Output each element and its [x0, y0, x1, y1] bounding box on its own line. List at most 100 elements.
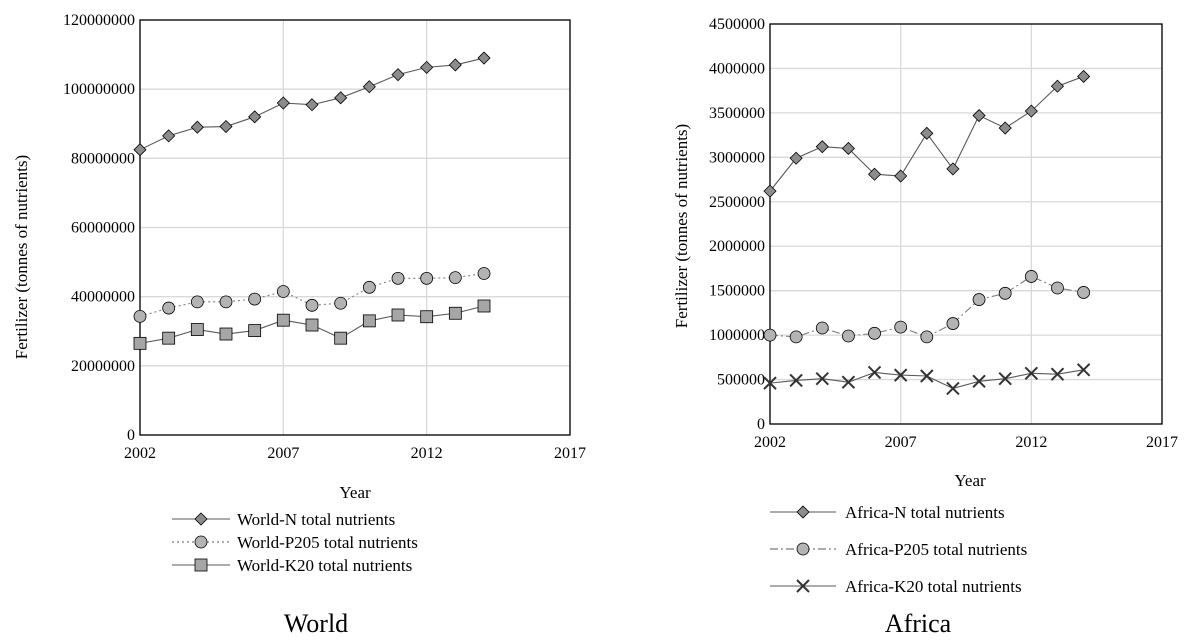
series-world-n-total-nutrients [133, 51, 491, 157]
africa-caption: Africa [885, 609, 952, 638]
data-point-africa-k20-total-nutrients [920, 369, 934, 383]
data-point-africa-n-total-nutrients [763, 184, 777, 198]
legend-marker [194, 512, 208, 526]
data-point-world-n-total-nutrients [190, 120, 204, 134]
data-point-world-p205-total-nutrients [190, 295, 204, 309]
data-point-world-k20-total-nutrients [162, 331, 176, 345]
data-point-world-n-total-nutrients [219, 119, 233, 134]
data-point-africa-k20-total-nutrients [763, 376, 777, 390]
data-point-world-p205-total-nutrients [133, 309, 147, 323]
data-point-africa-p205-total-nutrients [920, 330, 934, 344]
legend-marker [194, 535, 208, 549]
data-point-africa-p205-total-nutrients [789, 330, 803, 344]
data-point-world-n-total-nutrients [162, 129, 176, 143]
data-point-world-k20-total-nutrients [305, 318, 319, 332]
data-point-world-p205-total-nutrients [219, 295, 233, 309]
world-x-tick-label: 2012 [411, 445, 443, 462]
data-point-africa-k20-total-nutrients [1050, 367, 1065, 381]
data-point-world-k20-total-nutrients [133, 336, 147, 350]
data-point-africa-k20-total-nutrients [1024, 366, 1039, 381]
data-point-africa-p205-total-nutrients [946, 317, 960, 330]
data-point-africa-p205-total-nutrients [1024, 270, 1038, 283]
data-point-africa-p205-total-nutrients [998, 286, 1012, 300]
data-point-world-p205-total-nutrients [276, 285, 290, 298]
data-point-africa-k20-total-nutrients [972, 374, 986, 389]
legend-marker [796, 505, 810, 519]
legend-marker [796, 542, 810, 556]
legend-item-africa-k20-total-nutrients: Africa-K20 total nutrients [770, 577, 1022, 596]
legend-item-world-n-total-nutrients: World-N total nutrients [172, 510, 395, 529]
world-y-tick-label: 60000000 [71, 220, 135, 237]
data-point-world-k20-total-nutrients [219, 327, 233, 341]
data-point-world-p205-total-nutrients [420, 271, 434, 285]
data-point-world-n-total-nutrients [305, 98, 319, 112]
legend-item-world-p205-total-nutrients: World-P205 total nutrients [172, 533, 418, 552]
data-point-africa-k20-total-nutrients [946, 381, 960, 396]
data-point-world-n-total-nutrients [362, 80, 376, 94]
data-point-world-n-total-nutrients [276, 96, 290, 110]
africa-y-axis-title: Fertilizer (tonnes of nutrients) [672, 124, 691, 328]
africa-y-tick-label: 4500000 [709, 16, 765, 33]
data-point-africa-k20-total-nutrients [867, 365, 882, 380]
data-point-world-n-total-nutrients [133, 143, 147, 157]
data-point-world-n-total-nutrients [448, 58, 462, 72]
world-y-tick-label: 20000000 [71, 358, 135, 375]
data-point-world-n-total-nutrients [391, 68, 405, 82]
data-point-world-k20-total-nutrients [420, 310, 434, 324]
data-point-africa-n-total-nutrients [998, 121, 1012, 135]
world-y-tick-label: 40000000 [71, 289, 135, 306]
data-point-world-p205-total-nutrients [305, 298, 319, 312]
legend-item-world-k20-total-nutrients: World-K20 total nutrients [172, 556, 412, 575]
series-africa-n-total-nutrients [763, 69, 1091, 198]
data-point-africa-n-total-nutrients [867, 167, 882, 181]
data-point-world-n-total-nutrients [477, 51, 491, 65]
data-point-africa-k20-total-nutrients [1076, 363, 1091, 377]
data-point-world-p205-total-nutrients [477, 267, 491, 280]
data-point-africa-p205-total-nutrients [1077, 286, 1090, 299]
africa-x-tick-label: 2017 [1146, 434, 1178, 451]
data-point-world-p205-total-nutrients [391, 271, 405, 285]
data-point-world-p205-total-nutrients [334, 296, 348, 310]
data-point-africa-n-total-nutrients [841, 141, 855, 156]
data-point-africa-p205-total-nutrients [1051, 281, 1064, 295]
data-point-world-p205-total-nutrients [448, 271, 462, 285]
data-point-world-k20-total-nutrients [334, 331, 348, 345]
data-point-africa-n-total-nutrients [920, 126, 934, 140]
data-point-africa-p205-total-nutrients [972, 293, 986, 306]
world-x-tick-label: 2017 [554, 445, 586, 462]
africa-y-tick-label: 3000000 [709, 149, 765, 166]
legend-item-africa-n-total-nutrients: Africa-N total nutrients [770, 503, 1005, 522]
data-point-africa-n-total-nutrients [894, 169, 908, 183]
world-y-tick-label: 80000000 [71, 150, 135, 167]
legend-marker [796, 579, 810, 593]
africa-x-tick-label: 2002 [754, 434, 786, 451]
data-point-africa-p205-total-nutrients [894, 320, 908, 334]
africa-x-tick-label: 2007 [885, 434, 917, 451]
data-point-world-k20-total-nutrients [190, 323, 204, 336]
world-x-axis-title: Year [339, 483, 371, 502]
legend-label: World-K20 total nutrients [237, 556, 412, 575]
data-point-africa-p205-total-nutrients [763, 328, 777, 342]
world-y-tick-label: 120000000 [63, 12, 135, 29]
data-point-world-p205-total-nutrients [162, 301, 176, 315]
africa-y-tick-label: 1000000 [709, 327, 765, 344]
data-point-world-n-total-nutrients [420, 60, 434, 74]
data-point-world-n-total-nutrients [248, 110, 262, 124]
data-point-world-k20-total-nutrients [248, 324, 262, 337]
data-point-africa-k20-total-nutrients [815, 371, 829, 386]
data-point-world-n-total-nutrients [334, 91, 348, 105]
africa-x-tick-label: 2012 [1015, 434, 1047, 451]
data-point-africa-p205-total-nutrients [868, 326, 881, 340]
data-point-africa-k20-total-nutrients [893, 368, 908, 382]
data-point-world-k20-total-nutrients [477, 299, 491, 313]
africa-y-tick-label: 2000000 [709, 238, 765, 255]
legend-label: World-P205 total nutrients [237, 533, 418, 552]
data-point-africa-p205-total-nutrients [842, 329, 855, 343]
africa-y-tick-label: 4000000 [709, 60, 765, 77]
legend-item-africa-p205-total-nutrients: Africa-P205 total nutrients [770, 540, 1027, 559]
africa-y-tick-label: 500000 [717, 372, 765, 389]
data-point-world-p205-total-nutrients [248, 292, 262, 306]
africa-chart: 0 500000 1000000 1500000 2000000 2500000 30000… [672, 16, 1178, 638]
series-world-k20-total-nutrients [133, 299, 491, 350]
world-caption: World [284, 609, 348, 638]
